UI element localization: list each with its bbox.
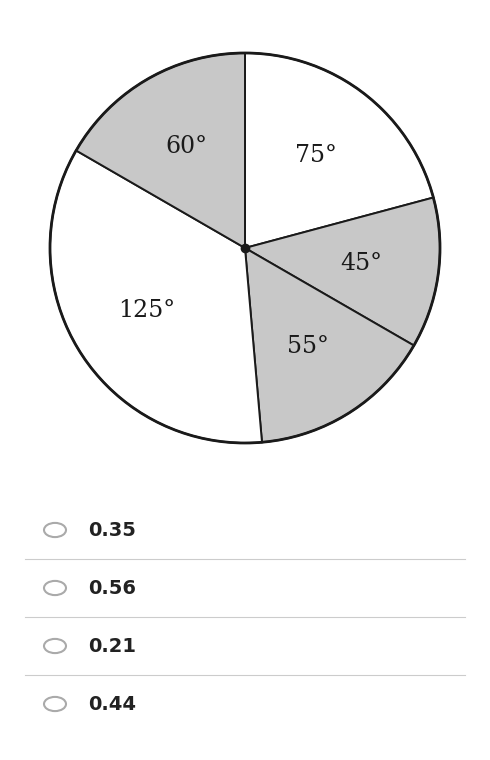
Text: 0.44: 0.44 (88, 695, 136, 714)
Text: 125°: 125° (118, 299, 175, 322)
Text: 55°: 55° (287, 335, 329, 358)
Text: 45°: 45° (340, 252, 382, 275)
Wedge shape (245, 248, 414, 442)
Wedge shape (245, 198, 440, 346)
Text: 0.56: 0.56 (88, 578, 136, 597)
Wedge shape (76, 53, 245, 248)
Text: 60°: 60° (166, 135, 207, 158)
Wedge shape (50, 150, 262, 443)
Text: 0.21: 0.21 (88, 637, 136, 655)
Text: 0.35: 0.35 (88, 521, 136, 540)
Text: 75°: 75° (295, 144, 337, 166)
Wedge shape (245, 53, 433, 248)
